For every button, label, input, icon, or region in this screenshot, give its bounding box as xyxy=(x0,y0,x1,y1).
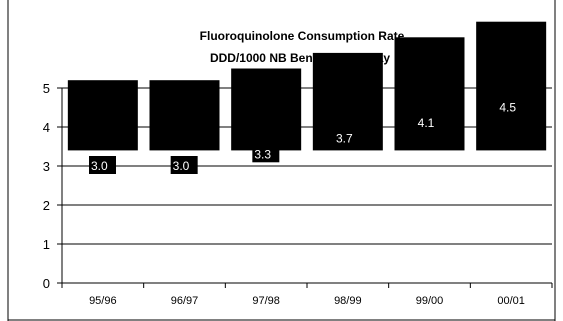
data-label-box xyxy=(334,128,361,147)
y-axis-ticks: 0 1 2 3 4 5 xyxy=(43,81,62,291)
data-label-box xyxy=(89,156,116,174)
gridlines xyxy=(62,87,552,245)
y-tick-label: 5 xyxy=(43,81,50,96)
data-label: 3.0 xyxy=(91,159,108,173)
data-label-box xyxy=(415,113,443,132)
data-labels: 3.0 3.0 3.3 3.7 4.1 4.5 xyxy=(89,97,525,174)
bar xyxy=(149,80,220,151)
x-tick-label: 99/00 xyxy=(416,295,444,307)
x-axis-ticks: 95/96 96/97 97/98 98/99 99/00 00/01 xyxy=(61,283,553,307)
x-tick-label: 97/98 xyxy=(252,295,280,307)
y-tick-label: 3 xyxy=(43,159,50,174)
data-label-box xyxy=(252,144,280,163)
data-label: 3.0 xyxy=(173,159,190,173)
x-tick-label: 96/97 xyxy=(171,295,199,307)
bar xyxy=(394,37,465,151)
y-tick-label: 1 xyxy=(43,237,50,252)
data-label-box xyxy=(170,156,198,174)
y-tick-label: 2 xyxy=(43,198,50,213)
bar xyxy=(231,68,302,151)
data-label: 3.7 xyxy=(336,132,353,146)
data-label: 3.3 xyxy=(254,147,271,161)
data-label-box xyxy=(497,97,525,116)
y-tick-label: 4 xyxy=(43,120,50,135)
bar xyxy=(67,80,138,151)
x-tick-label: 00/01 xyxy=(497,295,525,307)
x-tick-label: 95/96 xyxy=(89,295,117,307)
chart-title-line-1: Fluoroquinolone Consumption Rate xyxy=(200,29,405,43)
y-tick-label: 0 xyxy=(43,276,50,291)
data-label: 4.1 xyxy=(418,116,435,130)
bar xyxy=(476,21,547,151)
data-label: 4.5 xyxy=(499,101,516,115)
x-tick-label: 98/99 xyxy=(334,295,362,307)
